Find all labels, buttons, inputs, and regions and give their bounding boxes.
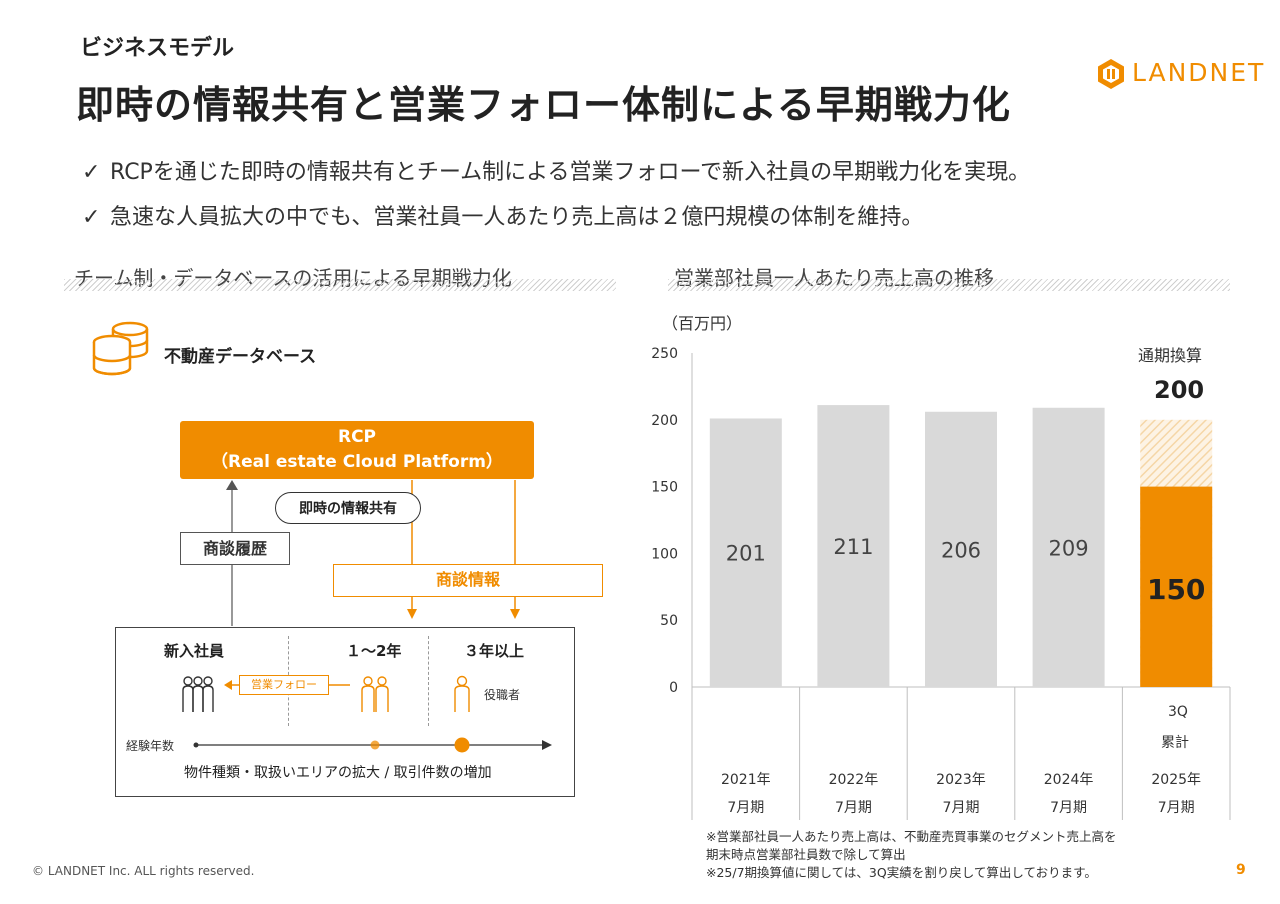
x-tick-label: 2022年 (829, 772, 879, 788)
y-tick-label: 150 (651, 480, 678, 496)
check-icon: ✓ (82, 205, 101, 230)
y-tick-label: 0 (669, 680, 678, 696)
rcp-box: RCP （Real estate Cloud Platform） (180, 421, 534, 479)
x-tick-label: 7月期 (1158, 800, 1195, 816)
team-col-1-2: １～2年 (346, 642, 402, 660)
x-tick-label: 7月期 (727, 800, 764, 816)
bar-value-label: 206 (941, 538, 981, 562)
x-tick-label: 2023年 (936, 772, 986, 788)
deal-history-box: 商談履歴 (180, 532, 290, 565)
manager-person-icon (454, 675, 470, 712)
experience-axis (193, 737, 552, 753)
team-box: 新入社員 １～2年 ３年以上 営業フォロー 役職者 経験年数 (115, 627, 575, 797)
note-1: ※営業部社員一人あたり売上高は、不動産売買事業のセグメント売上高を (706, 829, 1117, 844)
rcp-title: RCP (337, 427, 377, 447)
team-group-icon (182, 676, 214, 712)
sales-per-employee-chart: 250 200 150 100 50 0 201 2021年 7月期 211 2022年 7月期 206… (640, 340, 1240, 820)
deal-info-box: 商談情報 (333, 564, 603, 597)
sales-follow-label: 営業フォロー (239, 675, 329, 695)
bar (1140, 486, 1213, 687)
landnet-logo-icon (1098, 59, 1124, 89)
note-3: ※25/7期換算値に関しては、3Q実績を割り戻して算出しております。 (706, 865, 1097, 880)
section-subtitle: ビジネスモデル (80, 36, 235, 61)
note-2: 期末時点営業部社員数で除して算出 (706, 847, 906, 862)
copyright: © LANDNET Inc. ALL rights reserved. (32, 864, 255, 878)
page-number: 9 (1236, 862, 1246, 878)
y-tick-label: 200 (651, 413, 678, 429)
database-label: 不動産データベース (164, 347, 317, 367)
x-tick-label: 7月期 (1050, 800, 1087, 816)
bar-value-label: 150 (1147, 573, 1205, 606)
bar (925, 411, 997, 687)
expansion-text: 物件種類・取扱いエリアの拡大 / 取引件数の増加 (184, 765, 492, 781)
chart-svg: 250 200 150 100 50 0 201 2021年 7月期 211 2022年 7月期 206… (651, 346, 1231, 820)
rcp-subtitle: （Real estate Cloud Platform） (211, 452, 503, 472)
bar-value-label: 201 (726, 542, 766, 566)
team-divider (428, 636, 429, 726)
x-tick-label: 7月期 (943, 800, 980, 816)
info-share-pill: 即時の情報共有 (275, 492, 421, 524)
right-heading-hatch (668, 279, 1230, 291)
y-tick-label: 100 (651, 546, 678, 562)
annualized-label: 通期換算 (1138, 346, 1203, 365)
experience-label: 経験年数 (126, 739, 175, 753)
bullet-2: ✓ 急速な人員拡大の中でも、営業社員一人あたり売上高は２億円規模の体制を維持。 (82, 205, 924, 230)
page-title: 即時の情報共有と営業フォロー体制による早期戦力化 (76, 83, 1011, 127)
team-col-new: 新入社員 (164, 642, 225, 660)
x-tick-label: 2024年 (1044, 772, 1094, 788)
pair-people-icon (361, 676, 389, 712)
bar-value-label: 211 (833, 535, 873, 559)
annualized-value: 200 (1154, 376, 1205, 404)
y-tick-label: 250 (651, 346, 678, 362)
landnet-logo: LANDNET (1096, 56, 1263, 92)
chart-unit: （百万円） (662, 314, 743, 333)
y-tick-label: 50 (660, 613, 678, 629)
bar (817, 405, 890, 687)
team-col-3plus: ３年以上 (464, 642, 525, 660)
bar (1032, 407, 1105, 687)
bar (709, 418, 782, 687)
x-tick-label: 7月期 (835, 800, 872, 816)
q3-label-2: 累計 (1161, 735, 1189, 751)
check-icon: ✓ (82, 160, 101, 185)
logo-text: LANDNET (1132, 58, 1266, 87)
manager-label: 役職者 (484, 688, 521, 702)
x-tick-label: 2021年 (721, 772, 771, 788)
database-icon (92, 321, 149, 376)
bar-value-label: 209 (1049, 536, 1089, 560)
bullet-1: ✓ RCPを通じた即時の情報共有とチーム制による営業フォローで新入社員の早期戦力化… (82, 160, 1031, 185)
left-heading-hatch (64, 279, 616, 291)
q3-label-1: 3Q (1168, 704, 1188, 720)
x-tick-label: 2025年 (1151, 772, 1201, 788)
